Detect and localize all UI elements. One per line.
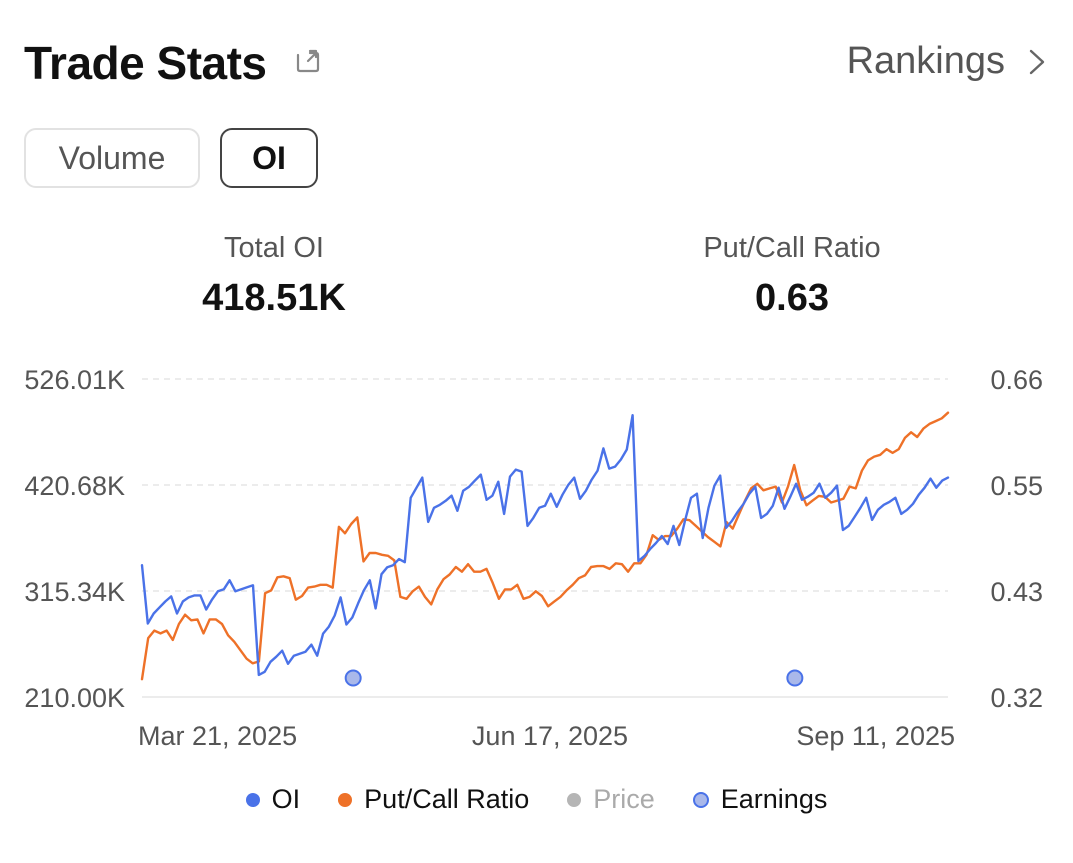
x-tick-label: Mar 21, 2025 xyxy=(138,721,297,751)
legend-put-call-ratio-marker xyxy=(338,792,353,807)
legend-price-label: Price xyxy=(593,784,655,814)
legend-earnings-marker xyxy=(692,791,709,808)
y-left-tick-label: 526.01K xyxy=(24,365,125,395)
header: Trade Stats Rankings xyxy=(24,30,1049,94)
oi-chart[interactable]: 526.01K 0.66 420.68K 0.55 315.34K 0.43 210.00K… xyxy=(0,350,1073,760)
y-left-tick-label: 420.68K xyxy=(24,471,125,501)
legend-item-price[interactable]: Price xyxy=(567,784,655,815)
share-icon[interactable] xyxy=(294,44,322,74)
y-left-tick-label: 315.34K xyxy=(24,577,125,607)
put-call-ratio-value: 0.63 xyxy=(755,277,829,319)
legend-item-put-call-ratio[interactable]: Put/Call Ratio xyxy=(338,784,529,815)
x-tick-label: Jun 17, 2025 xyxy=(472,721,628,751)
legend-item-oi[interactable]: OI xyxy=(245,784,301,815)
y-right-tick-label: 0.32 xyxy=(990,683,1043,713)
y-right-tick-label: 0.66 xyxy=(990,365,1043,395)
tab-volume[interactable]: Volume xyxy=(24,128,200,188)
put-call-ratio-stat: Put/Call Ratio 0.63 xyxy=(612,232,972,320)
put-call-ratio-label: Put/Call Ratio xyxy=(703,232,881,264)
total-oi-stat: Total OI 418.51K xyxy=(94,232,454,320)
legend-oi-marker xyxy=(245,792,260,807)
x-tick-label: Sep 11, 2025 xyxy=(796,721,955,751)
rankings-link[interactable]: Rankings xyxy=(847,40,1049,83)
legend-price-marker xyxy=(567,792,582,807)
y-left-tick-label: 210.00K xyxy=(24,683,125,713)
earnings-marker xyxy=(786,669,804,687)
total-oi-value: 418.51K xyxy=(202,277,346,319)
total-oi-label: Total OI xyxy=(224,232,324,264)
chevron-right-icon xyxy=(1029,49,1045,74)
rankings-label: Rankings xyxy=(846,40,1005,82)
legend-item-earnings[interactable]: Earnings xyxy=(692,784,828,815)
legend-earnings-label: Earnings xyxy=(720,784,828,814)
chart-legend: OI Put/Call Ratio Price Earnings xyxy=(0,784,1073,815)
put-call-ratio-line xyxy=(140,411,950,681)
tab-oi[interactable]: OI xyxy=(220,128,318,188)
legend-oi-label: OI xyxy=(271,784,301,814)
earnings-marker xyxy=(344,669,362,687)
metric-tabs: Volume OI xyxy=(24,128,318,188)
legend-put-call-ratio-label: Put/Call Ratio xyxy=(364,784,530,814)
oi-line xyxy=(140,413,950,677)
y-right-tick-label: 0.43 xyxy=(990,577,1043,607)
y-right-tick-label: 0.55 xyxy=(990,471,1043,501)
page-title: Trade Stats xyxy=(24,37,267,89)
